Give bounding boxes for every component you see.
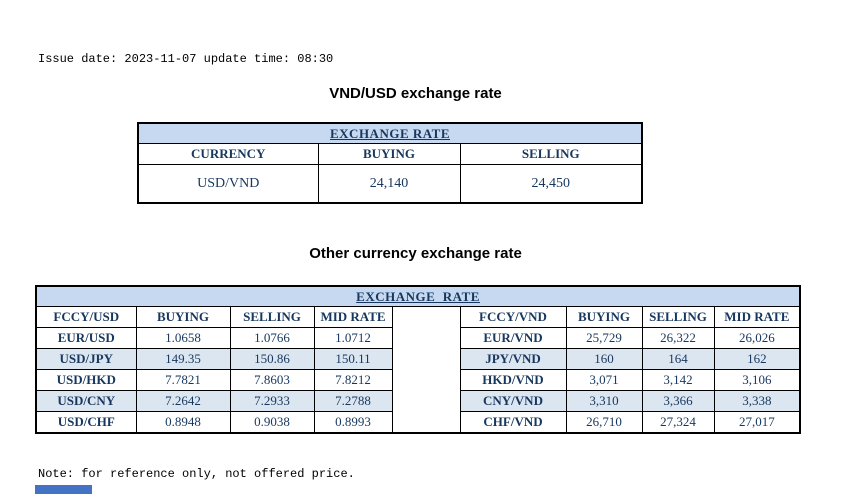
column-header-mid-rate-left: MID RATE [313,306,393,328]
selling-rate-cell: 7.2933 [229,390,315,412]
exchange-rate-banner: EXCHANGE RATE [137,122,643,144]
buying-rate-cell: 3,071 [565,369,643,391]
mid-rate-cell: 7.8212 [313,369,393,391]
fccy-usd-pair-cell: USD/JPY [35,348,137,370]
column-header-mid-rate-right: MID RATE [713,306,801,328]
table-row: EUR/USD 1.0658 1.0766 1.0712 EUR/VND 25,… [35,327,801,349]
fccy-vnd-pair-cell: CNY/VND [459,390,567,412]
mid-rate-cell: 27,017 [713,411,801,434]
table-row: USD/VND 24,140 24,450 [137,164,643,204]
issue-date-line: Issue date: 2023-11-07 update time: 08:3… [38,52,334,66]
mid-rate-cell: 1.0712 [313,327,393,349]
fccy-usd-pair-cell: USD/CNY [35,390,137,412]
fccy-vnd-pair-cell: JPY/VND [459,348,567,370]
fccy-usd-pair-cell: USD/HKD [35,369,137,391]
mid-rate-cell: 162 [713,348,801,370]
table-gap-column [391,306,461,434]
mid-rate-cell: 26,026 [713,327,801,349]
column-header-currency: CURRENCY [137,143,319,165]
other-currency-exchange-table: EXCHANGE RATE FCCY/USD BUYING SELLING MI… [35,285,802,434]
table-row: USD/JPY 149.35 150.86 150.11 JPY/VND 160… [35,348,801,370]
buying-rate-cell: 0.8948 [135,411,231,434]
fccy-vnd-pair-cell: CHF/VND [459,411,567,434]
table-row: USD/CHF 0.8948 0.9038 0.8993 CHF/VND 26,… [35,411,801,434]
buying-rate-cell: 3,310 [565,390,643,412]
usd-table-title: VND/USD exchange rate [329,85,502,102]
table-row: USD/HKD 7.7821 7.8603 7.8212 HKD/VND 3,0… [35,369,801,391]
fccy-usd-pair-cell: EUR/USD [35,327,137,349]
table-header-row: CURRENCY BUYING SELLING [137,143,643,165]
table-banner-row: EXCHANGE RATE [137,122,643,144]
column-header-fccy-vnd: FCCY/VND [459,306,567,328]
mid-rate-cell: 3,338 [713,390,801,412]
footer-blue-bar [35,485,92,494]
fccy-usd-pair-cell: USD/CHF [35,411,137,434]
table-row: USD/CNY 7.2642 7.2933 7.2788 CNY/VND 3,3… [35,390,801,412]
selling-rate-cell: 150.86 [229,348,315,370]
selling-rate-cell: 26,322 [641,327,715,349]
column-header-buying-right: BUYING [565,306,643,328]
selling-rate-cell: 3,142 [641,369,715,391]
banner-label: EXCHANGE RATE [356,288,480,304]
buying-rate-cell: 1.0658 [135,327,231,349]
mid-rate-cell: 3,106 [713,369,801,391]
selling-rate-cell: 3,366 [641,390,715,412]
note-line: Note: for reference only, not offered pr… [38,467,355,481]
usd-vnd-exchange-table: EXCHANGE RATE CURRENCY BUYING SELLING US… [137,122,644,204]
column-header-buying-left: BUYING [135,306,231,328]
mid-rate-cell: 150.11 [313,348,393,370]
selling-rate-cell: 0.9038 [229,411,315,434]
column-header-selling-left: SELLING [229,306,315,328]
table-banner-row: EXCHANGE RATE [35,285,801,307]
mid-rate-cell: 0.8993 [313,411,393,434]
column-header-buying: BUYING [317,143,461,165]
table-header-row: FCCY/USD BUYING SELLING MID RATE FCCY/VN… [35,306,801,434]
buying-rate-cell: 24,140 [317,164,461,204]
exchange-rate-banner: EXCHANGE RATE [35,285,801,307]
buying-rate-cell: 7.7821 [135,369,231,391]
column-header-selling: SELLING [459,143,643,165]
selling-rate-cell: 1.0766 [229,327,315,349]
column-header-fccy-usd: FCCY/USD [35,306,137,328]
fccy-vnd-pair-cell: EUR/VND [459,327,567,349]
selling-rate-cell: 24,450 [459,164,643,204]
other-table-title: Other currency exchange rate [309,245,522,262]
buying-rate-cell: 7.2642 [135,390,231,412]
selling-rate-cell: 27,324 [641,411,715,434]
banner-label: EXCHANGE RATE [330,125,451,141]
currency-pair-cell: USD/VND [137,164,319,204]
column-header-selling-right: SELLING [641,306,715,328]
buying-rate-cell: 149.35 [135,348,231,370]
buying-rate-cell: 160 [565,348,643,370]
mid-rate-cell: 7.2788 [313,390,393,412]
fccy-vnd-pair-cell: HKD/VND [459,369,567,391]
selling-rate-cell: 7.8603 [229,369,315,391]
buying-rate-cell: 26,710 [565,411,643,434]
buying-rate-cell: 25,729 [565,327,643,349]
selling-rate-cell: 164 [641,348,715,370]
